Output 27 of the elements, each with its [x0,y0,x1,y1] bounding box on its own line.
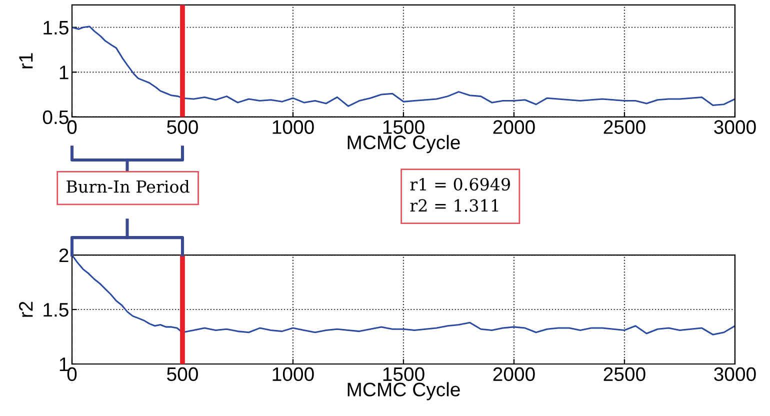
y-axis-title: r2 [19,302,33,317]
x-axis-title: MCMC Cycle [348,382,460,400]
x-tick-label: 2000 [493,367,535,382]
y-tick-label: 1.5 [44,303,68,317]
x-tick-label: 3000 [714,120,756,134]
line-series [72,26,735,107]
y-tick-label: 1 [60,358,68,372]
x-tick-label: 2000 [493,120,535,134]
x-tick-label: 0 [67,120,77,134]
y-axis-title: r1 [19,53,33,68]
x-tick-label: 1500 [383,367,424,382]
x-tick-label: 1500 [383,120,424,134]
x-tick-label: 2500 [604,367,646,382]
x-tick-label: 3000 [714,367,756,382]
y-tick-label: 1 [60,66,68,80]
x-axis-title: MCMC Cycle [348,135,460,154]
y-tick-label: 2 [59,248,68,262]
y-tick-label: 1.5 [44,21,68,35]
x-tick-label: 2500 [604,120,646,134]
x-tick-label: 0 [67,367,77,382]
x-tick-label: 1000 [272,367,314,382]
x-tick-label: 500 [167,367,198,382]
x-tick-label: 1000 [272,120,314,134]
text: Burn-In Period [66,180,190,193]
x-tick-label: 500 [167,120,198,134]
y-tick-label: 0.5 [42,110,68,124]
text: r1 = 0.6949 r2 = 1.311 [410,178,510,212]
